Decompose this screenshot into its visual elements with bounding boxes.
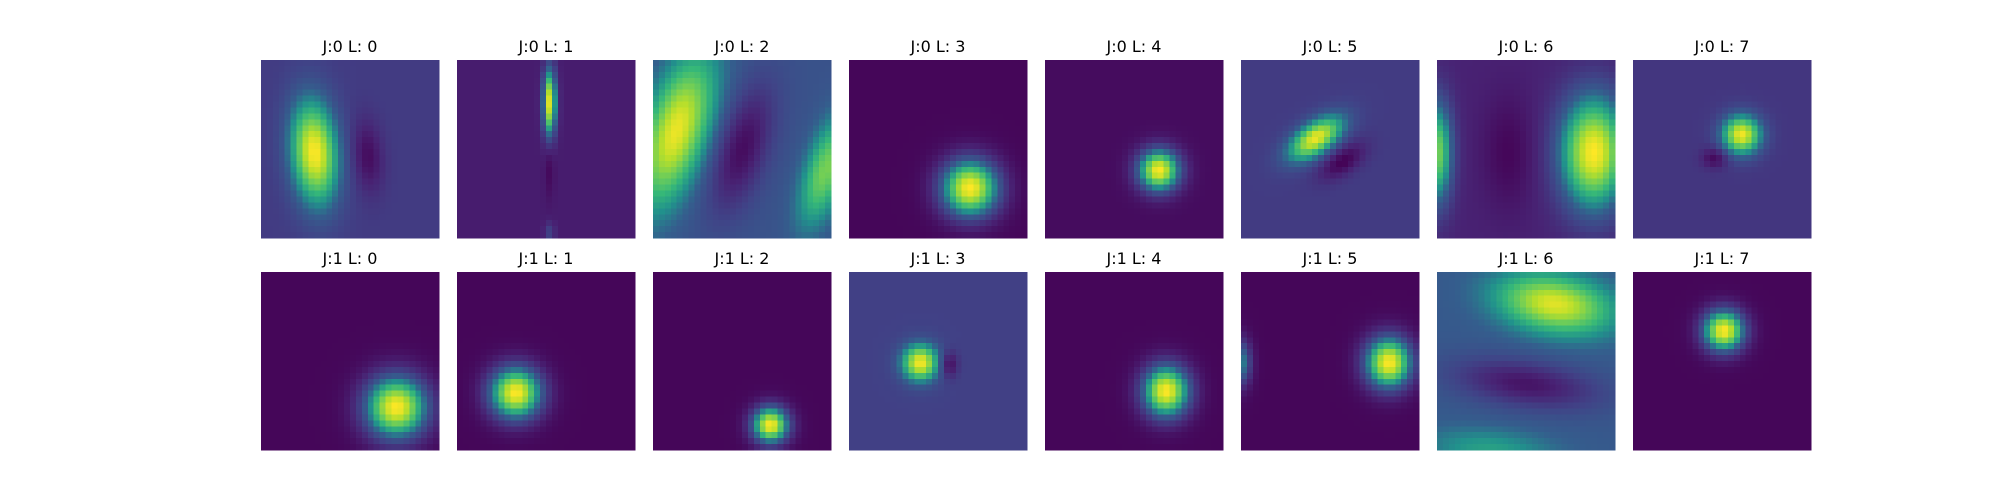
heatmap-panel-j-1-l-6: J:1 L: 6: [1437, 249, 1616, 451]
panel-title: J:0 L: 6: [1498, 37, 1554, 56]
panel-title: J:1 L: 7: [1694, 249, 1750, 268]
panel-title: J:0 L: 4: [1106, 37, 1162, 56]
heatmap-panel-j-0-l-5: J:0 L: 5: [1241, 37, 1420, 239]
heatmap-panel-j-0-l-2: J:0 L: 2: [653, 37, 832, 239]
heatmap-panel-j-1-l-0: J:1 L: 0: [261, 249, 440, 451]
heatmap-image: [261, 272, 440, 451]
heatmap-image: [1437, 272, 1616, 451]
heatmap-image: [1045, 60, 1224, 239]
panel-title: J:0 L: 7: [1694, 37, 1750, 56]
heatmap-panel-j-0-l-1: J:0 L: 1: [457, 37, 636, 239]
heatmap-image: [457, 60, 636, 239]
panel-title: J:0 L: 3: [910, 37, 966, 56]
heatmap-image: [653, 272, 832, 451]
heatmap-panel-j-1-l-4: J:1 L: 4: [1045, 249, 1224, 451]
heatmap-image: [1633, 272, 1812, 451]
panel-title: J:1 L: 0: [322, 249, 378, 268]
heatmap-panel-j-0-l-6: J:0 L: 6: [1437, 37, 1616, 239]
heatmap-image: [1437, 60, 1616, 239]
heatmap-image: [849, 60, 1028, 239]
panel-title: J:1 L: 3: [910, 249, 966, 268]
heatmap-panel-j-1-l-3: J:1 L: 3: [849, 249, 1028, 451]
heatmap-panel-j-0-l-7: J:0 L: 7: [1633, 37, 1812, 239]
panel-title: J:1 L: 4: [1106, 249, 1162, 268]
heatmap-image: [1045, 272, 1224, 451]
heatmap-image: [457, 272, 636, 451]
heatmap-panel-j-0-l-0: J:0 L: 0: [261, 37, 440, 239]
heatmap-panel-j-1-l-1: J:1 L: 1: [457, 249, 636, 451]
heatmap-panel-j-0-l-4: J:0 L: 4: [1045, 37, 1224, 239]
heatmap-panel-j-1-l-7: J:1 L: 7: [1633, 249, 1812, 451]
heatmap-image: [1241, 60, 1420, 239]
heatmap-grid: J:0 L: 0 J:0 L: 1 J:0 L: 2 J:0 L: 3 J:0 L: 4…: [261, 37, 1812, 451]
heatmap-image: [1241, 272, 1420, 451]
heatmap-image: [1633, 60, 1812, 239]
heatmap-panel-j-1-l-5: J:1 L: 5: [1241, 249, 1420, 451]
panel-title: J:0 L: 5: [1302, 37, 1358, 56]
heatmap-image: [261, 60, 440, 239]
panel-title: J:1 L: 5: [1302, 249, 1358, 268]
panel-title: J:0 L: 2: [714, 37, 770, 56]
panel-title: J:0 L: 1: [518, 37, 574, 56]
panel-title: J:0 L: 0: [322, 37, 378, 56]
heatmap-panel-j-1-l-2: J:1 L: 2: [653, 249, 832, 451]
panel-title: J:1 L: 2: [714, 249, 770, 268]
heatmap-image: [653, 60, 832, 239]
heatmap-image: [849, 272, 1028, 451]
heatmap-panel-j-0-l-3: J:0 L: 3: [849, 37, 1028, 239]
panel-title: J:1 L: 6: [1498, 249, 1554, 268]
panel-title: J:1 L: 1: [518, 249, 574, 268]
